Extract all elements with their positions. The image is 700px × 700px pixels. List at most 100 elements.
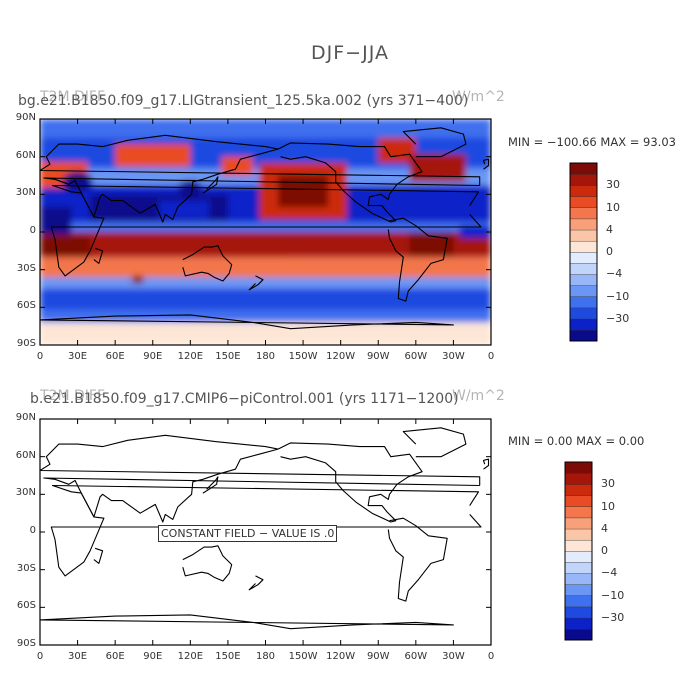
panel1-x-tick-label: 180 bbox=[255, 351, 276, 362]
colorbar2-label: −10 bbox=[601, 588, 625, 602]
panel2-x-tick-label: 120E bbox=[177, 651, 204, 662]
panel2-y-tick-label: 30S bbox=[16, 562, 36, 574]
colorbar2-label: −30 bbox=[601, 610, 625, 624]
colorbar2-label: 10 bbox=[601, 499, 615, 513]
panel2-min-label: MIN = bbox=[508, 434, 544, 448]
panel1-variable-label: T2M DIFF bbox=[40, 89, 106, 105]
colorbar2-swatch bbox=[564, 550, 593, 563]
panel2-y-tick-label: 60S bbox=[16, 600, 36, 612]
colorbar1-swatch bbox=[569, 318, 598, 331]
colorbar2-label: 4 bbox=[601, 521, 608, 535]
panel1-x-tick-label: 120W bbox=[326, 351, 356, 362]
panel1-x-tick-label: 120E bbox=[177, 351, 204, 362]
colorbar2-swatch bbox=[564, 561, 593, 574]
colorbar1-swatch bbox=[569, 240, 598, 253]
colorbar2-swatch bbox=[564, 461, 593, 474]
panel2-y-tick-label: 30N bbox=[15, 487, 36, 499]
panel1-max-label: MAX = bbox=[600, 135, 640, 149]
panel1-y-tick-label: 60N bbox=[15, 149, 36, 161]
panel2-x-tick-label: 30W bbox=[442, 651, 465, 662]
panel1-x-tick-label: 90W bbox=[366, 351, 390, 362]
panel2-min-value: 0.00 bbox=[546, 434, 573, 448]
colorbar2-swatch bbox=[564, 573, 593, 585]
constant-field-annotation: CONSTANT FIELD − VALUE IS .0 bbox=[158, 525, 338, 542]
colorbar1-swatch bbox=[569, 296, 598, 309]
colorbar1-swatch bbox=[569, 173, 598, 186]
panel1-title: bg.e21.B1850.f09_g17.LIGtransient_125.5k… bbox=[18, 93, 469, 109]
colorbar2-swatch bbox=[564, 539, 593, 552]
colorbar2-swatch bbox=[564, 606, 593, 619]
colorbar1-label: 10 bbox=[606, 200, 620, 214]
colorbar1-swatch bbox=[569, 218, 598, 231]
colorbar1-swatch bbox=[569, 185, 598, 197]
panel1-stats: MIN = −100.66 MAX = 93.03 bbox=[508, 135, 676, 149]
colorbar1-swatch bbox=[569, 229, 598, 242]
colorbar2-swatch bbox=[564, 584, 593, 597]
panel2-y-tick-label: 60N bbox=[15, 449, 36, 461]
panel2-units: W/m^2 bbox=[452, 388, 505, 404]
panel2-x-tick-label: 0 bbox=[36, 651, 44, 662]
panel1-x-tick-label: 90E bbox=[143, 351, 163, 362]
panel1-x-tick-label: 60E bbox=[105, 351, 125, 362]
panel2-title: b.e21.B1850.f09_g17.CMIP6−piControl.001 … bbox=[30, 391, 459, 407]
panel1-y-tick-label: 30N bbox=[15, 187, 36, 199]
colorbar2-swatch bbox=[564, 472, 593, 485]
panel2-y-tick-label: 90S bbox=[16, 638, 36, 649]
colorbar1-label: 4 bbox=[606, 222, 613, 236]
panel1-x-tick-label: 30W bbox=[442, 351, 465, 362]
panel2-variable-label: T2M DIFF bbox=[40, 388, 106, 404]
colorbar1-swatch bbox=[569, 262, 598, 275]
panel2-x-tick-label: 180 bbox=[255, 651, 276, 662]
panel2-x-tick-label: 60W bbox=[404, 651, 428, 662]
panel2-x-tick-label: 30E bbox=[68, 651, 88, 662]
panel1-x-tick-label: 150W bbox=[288, 351, 318, 362]
colorbar2-swatch bbox=[564, 528, 593, 541]
figure-title: DJF−JJA bbox=[311, 42, 389, 64]
panel2-y-tick-label: 0 bbox=[29, 525, 36, 536]
panel1-x-tick-label: 0 bbox=[487, 351, 495, 362]
panel1-units: W/m^2 bbox=[452, 89, 505, 105]
colorbar1-swatch bbox=[569, 162, 598, 175]
colorbar1-label: −10 bbox=[606, 289, 630, 303]
colorbar2-swatch bbox=[564, 595, 593, 608]
panel1-max-value: 93.03 bbox=[643, 135, 676, 149]
panel1-x-tick-label: 30E bbox=[68, 351, 88, 362]
panel1-min-label: MIN = bbox=[508, 135, 544, 149]
panel2-y-tick-label: 90N bbox=[15, 412, 36, 423]
panel2-coastlines bbox=[40, 427, 490, 630]
panel1-y-tick-label: 0 bbox=[29, 225, 36, 236]
panel2-x-tick-label: 90W bbox=[366, 651, 390, 662]
panel1-coastlines bbox=[40, 127, 490, 330]
colorbar1-label: 0 bbox=[606, 245, 613, 258]
colorbar1-swatch bbox=[569, 196, 598, 209]
colorbar1-label: −30 bbox=[606, 311, 630, 325]
colorbar2-label: −4 bbox=[601, 566, 618, 580]
panel2-x-tick-label: 150E bbox=[215, 651, 241, 662]
colorbar2-swatch bbox=[564, 617, 593, 630]
panel1-x-tick-label: 150E bbox=[215, 351, 241, 362]
panel1-x-tick-label: 0 bbox=[36, 351, 44, 362]
colorbar2-swatch bbox=[564, 628, 593, 641]
panel2-x-tick-label: 0 bbox=[487, 651, 495, 662]
colorbar1-swatch bbox=[569, 251, 598, 264]
panel2-x-tick-label: 120W bbox=[326, 651, 356, 662]
panel2-max-label: MAX = bbox=[576, 434, 616, 448]
panel1-y-tick-label: 60S bbox=[16, 300, 36, 312]
panel2-x-tick-label: 60E bbox=[105, 651, 125, 662]
panel1-field bbox=[40, 119, 491, 345]
colorbar2-label: 0 bbox=[601, 544, 608, 557]
panel2-x-tick-label: 150W bbox=[288, 651, 318, 662]
axes-frames bbox=[39, 118, 492, 646]
panel1-y-tick-label: 30S bbox=[16, 262, 36, 274]
panel1-min-value: −100.66 bbox=[546, 135, 597, 149]
colorbar1-swatch bbox=[569, 274, 598, 286]
panel2-x-tick-label: 90E bbox=[143, 651, 163, 662]
panel2-max-value: 0.00 bbox=[618, 434, 645, 448]
colorbar1-swatch bbox=[569, 307, 598, 320]
colorbars bbox=[564, 162, 598, 641]
colorbar2-label: 30 bbox=[601, 477, 615, 491]
panel1-x-tick-label: 60W bbox=[404, 351, 428, 362]
colorbar2-swatch bbox=[564, 495, 593, 508]
